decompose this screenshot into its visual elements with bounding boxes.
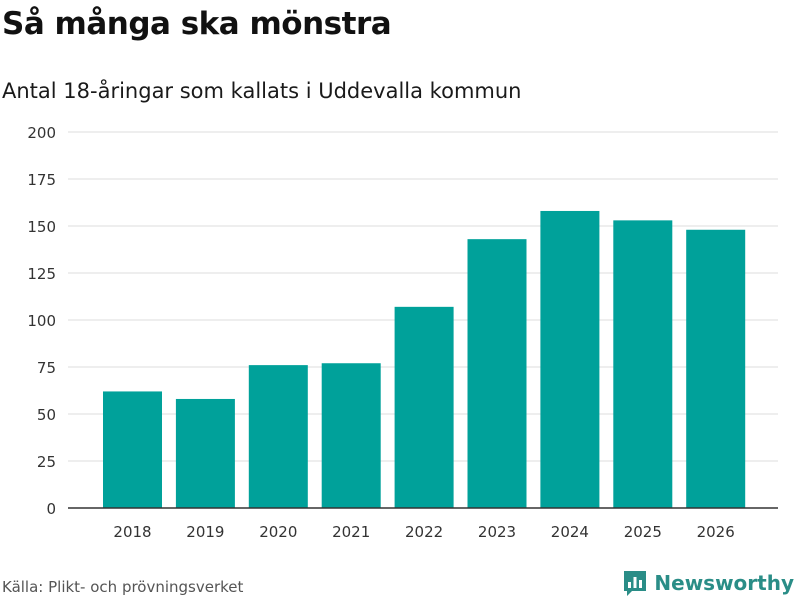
y-tick-label: 125 [27, 265, 56, 283]
y-tick-label: 150 [27, 218, 56, 236]
bar-2020 [248, 365, 308, 508]
chart-subtitle: Antal 18-åringar som kallats i Uddevalla… [2, 79, 522, 103]
bar-2025 [613, 220, 673, 509]
y-tick-label: 175 [27, 171, 56, 189]
x-tick-label: 2018 [113, 523, 151, 541]
axes: 0 25 50 75 100 125 150 175 200 2018 2019 2020 2021 20… [27, 124, 778, 541]
y-tick-label: 100 [27, 312, 56, 330]
x-tick-label: 2021 [332, 523, 370, 541]
x-tick-label: 2026 [697, 523, 735, 541]
y-tick-label: 200 [27, 124, 56, 142]
y-tick-label: 50 [37, 406, 56, 424]
bar-2019 [175, 398, 235, 508]
bar-2023 [467, 239, 527, 508]
x-tick-label: 2024 [551, 523, 589, 541]
x-tick-label: 2023 [478, 523, 516, 541]
bar-2021 [321, 363, 381, 508]
y-tick-label: 25 [37, 453, 56, 471]
brand-name: Newsworthy [654, 571, 794, 595]
x-tick-label: 2025 [624, 523, 662, 541]
bar-chart-icon [624, 571, 647, 596]
source-note: Källa: Plikt- och prövningsverket [2, 578, 244, 596]
x-tick-label: 2022 [405, 523, 443, 541]
bar-2024 [540, 210, 600, 508]
bar-2022 [394, 306, 454, 508]
y-tick-label: 0 [46, 500, 56, 518]
brand-logo: Newsworthy [622, 569, 794, 597]
bars [103, 210, 746, 509]
y-tick-label: 75 [37, 359, 56, 377]
bar-2026 [686, 229, 746, 508]
chart-title: Så många ska mönstra [2, 6, 392, 42]
x-tick-label: 2019 [186, 523, 224, 541]
x-tick-label: 2020 [259, 523, 297, 541]
bar-2018 [103, 391, 162, 508]
